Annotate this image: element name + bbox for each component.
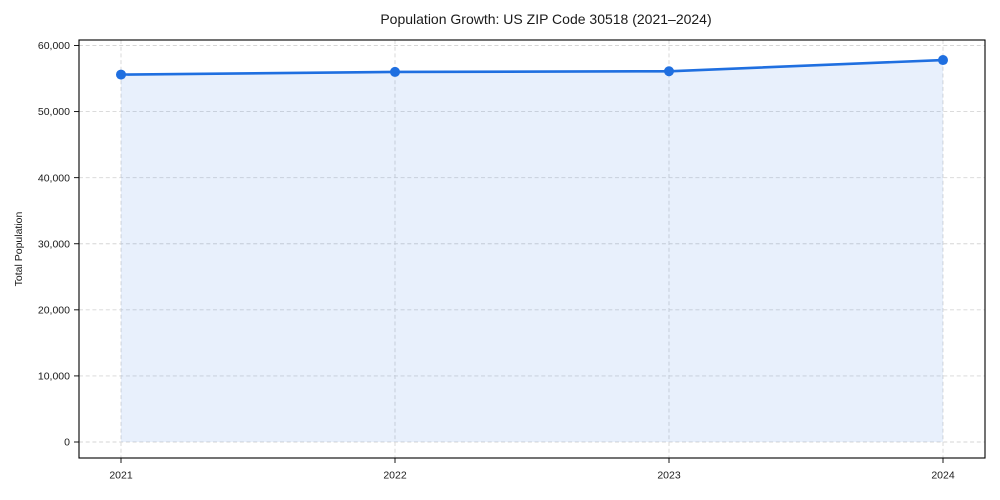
population-line [119, 58, 945, 76]
markers-layer [116, 55, 948, 80]
line-layer [119, 58, 945, 76]
area-fill-layer [121, 60, 943, 443]
x-tick-label: 2021 [109, 470, 133, 482]
data-point-2023 [664, 66, 674, 77]
y-tick-label: 20,000 [38, 304, 70, 316]
y-tick-label: 30,000 [38, 238, 70, 250]
y-axis-label: Total Population [13, 211, 25, 286]
area-fill [121, 60, 943, 443]
spines-layer [78, 39, 986, 459]
tick-labels-layer: 0 10,000 20,000 30,000 40,000 50,000 60,000 202… [38, 40, 955, 481]
data-point-2024 [938, 55, 948, 66]
y-tick-label: 0 [64, 437, 70, 449]
chart-title: Population Growth: US ZIP Code 30518 (20… [380, 11, 711, 27]
data-point-2022 [390, 66, 400, 77]
y-tick-label: 60,000 [38, 40, 70, 52]
plot-border [78, 39, 986, 459]
ticks-layer [74, 45, 944, 463]
x-tick-label: 2022 [383, 470, 407, 482]
y-tick-label: 10,000 [38, 371, 70, 383]
data-point-2021 [116, 69, 126, 80]
gridlines-layer [79, 40, 985, 458]
x-tick-label: 2023 [657, 470, 681, 482]
y-tick-label: 50,000 [38, 106, 70, 118]
x-tick-label: 2024 [931, 470, 955, 482]
y-tick-label: 40,000 [38, 172, 70, 184]
